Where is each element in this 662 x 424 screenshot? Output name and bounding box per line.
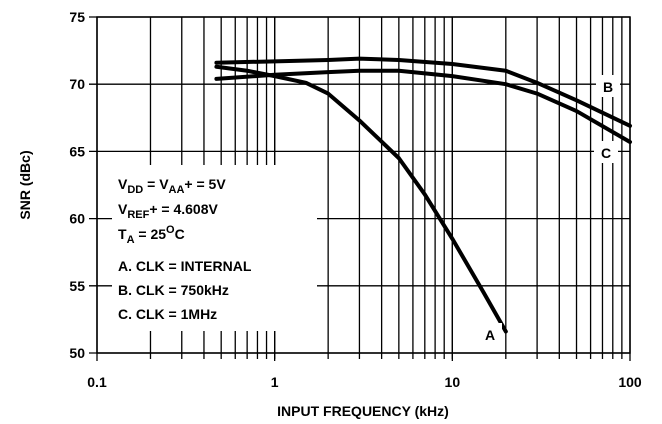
series-label: C <box>601 145 611 161</box>
series-label-bg <box>478 323 502 345</box>
annotation-part: V <box>118 176 128 192</box>
x-tick-label: 1 <box>271 374 279 390</box>
annotation: C. CLK = 1MHz <box>118 306 217 322</box>
y-axis-title: SNR (dBc) <box>17 150 33 219</box>
y-tick-label: 55 <box>69 278 85 294</box>
annotation-part: B. CLK = 750kHz <box>118 282 229 298</box>
annotation-part: REF <box>127 209 149 221</box>
x-tick-label: 100 <box>618 374 642 390</box>
annotation-part: T <box>118 226 127 242</box>
annotation: A. CLK = INTERNAL <box>118 258 252 274</box>
annotation-part: = V <box>143 176 169 192</box>
y-tick-label: 75 <box>69 9 85 25</box>
y-tick-label: 70 <box>69 76 85 92</box>
y-tick-label: 60 <box>69 211 85 227</box>
series-label: B <box>603 79 613 95</box>
y-tick-label: 50 <box>69 345 85 361</box>
annotation: VREF+ = 4.608V <box>118 201 219 221</box>
annotation-part: + = 5V <box>184 176 226 192</box>
series-label: A <box>485 327 495 343</box>
line-series <box>214 56 632 128</box>
line-series <box>214 68 632 144</box>
annotation: VDD = VAA+ = 5V <box>118 176 226 196</box>
annotation-part: = 25 <box>135 226 167 242</box>
annotation: TA = 25OC <box>118 224 185 246</box>
annotation-part: C. CLK = 1MHz <box>118 306 217 322</box>
x-tick-label: 0.1 <box>87 374 107 390</box>
annotation-part: O <box>166 224 175 236</box>
annotation-part: A <box>127 234 135 246</box>
annotation-part: A. CLK = INTERNAL <box>118 258 252 274</box>
annotation-part: DD <box>127 184 143 196</box>
annotation-box <box>112 165 317 331</box>
annotation-part: + = 4.608V <box>149 201 218 217</box>
series-label-bg <box>594 141 618 163</box>
annotation-part: AA <box>169 184 185 196</box>
x-tick-label: 10 <box>445 374 461 390</box>
x-axis-title: INPUT FREQUENCY (kHz) <box>277 403 449 419</box>
y-tick-label: 65 <box>69 143 85 159</box>
annotation: B. CLK = 750kHz <box>118 282 229 298</box>
annotation-part: V <box>118 201 128 217</box>
annotation-part: C <box>175 226 185 242</box>
plot-frame <box>96 16 631 354</box>
series-label-bg <box>596 75 620 97</box>
